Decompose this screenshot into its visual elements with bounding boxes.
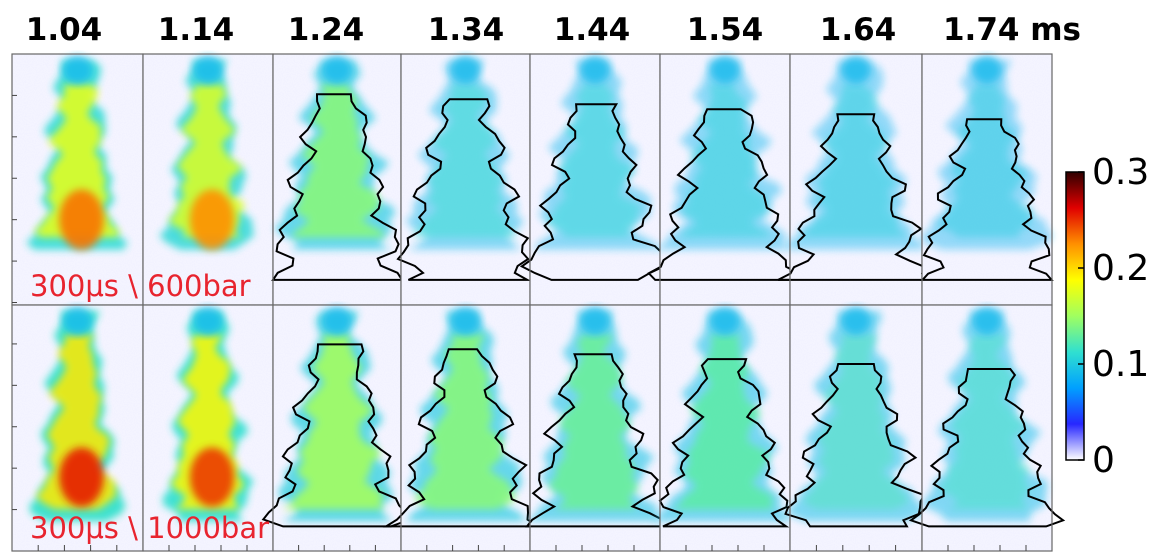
spray-frame xyxy=(271,53,404,306)
colorbar-tick-label: 0.2 xyxy=(1092,248,1149,289)
time-label: 1.74 ms xyxy=(943,12,1081,48)
spray-frame xyxy=(908,304,1066,552)
nozzle-jet xyxy=(450,56,481,84)
spray-frame xyxy=(777,53,930,306)
nozzle-jet xyxy=(580,307,610,335)
spray-frame xyxy=(11,304,144,552)
spray-frame xyxy=(653,304,794,552)
spray-frame xyxy=(519,53,666,306)
colorbar-tick-label: 0 xyxy=(1092,440,1115,481)
spray-frame xyxy=(11,53,144,306)
liquid-boundary-contour xyxy=(396,98,532,281)
nozzle-jet xyxy=(710,307,740,335)
plume-middle xyxy=(939,334,1031,510)
nozzle-jet xyxy=(193,56,223,84)
time-label: 1.24 xyxy=(288,12,365,48)
nozzle-jet xyxy=(62,307,93,335)
colorbar-tick-label: 0.1 xyxy=(1092,344,1149,385)
colorbar: 0.3 0.2 0.1 0 xyxy=(1065,152,1149,481)
nozzle-jet xyxy=(450,307,481,335)
plume-middle xyxy=(803,334,909,510)
colorbar-tick-label: 0.3 xyxy=(1092,152,1149,193)
plume-middle xyxy=(549,334,639,510)
frame-border xyxy=(921,304,1053,552)
spray-frame xyxy=(396,53,532,306)
plume-middle xyxy=(283,334,384,510)
spray-frame xyxy=(142,304,274,552)
plume-middle xyxy=(672,334,773,510)
plume-middle xyxy=(291,84,385,238)
liquid-boundary-contour xyxy=(784,363,926,528)
nozzle-jet xyxy=(972,307,1002,335)
spray-frame xyxy=(382,304,543,552)
plume-middle xyxy=(801,84,909,238)
condition-label-row-1: 300μs \ 600bar xyxy=(30,269,251,303)
time-label: 1.54 xyxy=(687,12,764,48)
spray-frame xyxy=(524,304,667,552)
nozzle-jet xyxy=(580,56,610,84)
plume-middle xyxy=(413,84,517,238)
nozzle-jet xyxy=(62,56,93,84)
nozzle-jet xyxy=(841,307,871,335)
spray-frame xyxy=(647,53,801,306)
colorbar-scale xyxy=(1065,171,1085,461)
time-labels: 1.04 1.14 1.24 1.34 1.44 1.54 1.64 1.74 … xyxy=(26,12,1081,48)
spray-frame xyxy=(142,53,274,306)
nozzle-jet xyxy=(841,56,871,84)
spray-frame xyxy=(920,53,1054,306)
plume-middle xyxy=(936,84,1034,238)
image-grid xyxy=(11,53,1066,552)
time-label: 1.44 xyxy=(554,12,631,48)
plume-core xyxy=(59,447,104,507)
nozzle-jet xyxy=(193,307,223,335)
plume-core xyxy=(189,447,235,507)
time-label: 1.14 xyxy=(158,12,235,48)
nozzle-jet xyxy=(322,307,352,335)
time-label: 1.34 xyxy=(428,12,505,48)
bottom-axis-ticks xyxy=(12,94,1027,551)
nozzle-jet xyxy=(972,56,1002,84)
spray-frame xyxy=(784,304,926,552)
plume-middle xyxy=(415,334,516,510)
colorbar-ticks: 0.3 0.2 0.1 0 xyxy=(1078,152,1149,481)
liquid-boundary-contour xyxy=(908,368,1066,528)
nozzle-jet xyxy=(322,56,352,84)
plume-core xyxy=(59,189,104,250)
spray-frame xyxy=(261,304,412,552)
time-label: 1.64 xyxy=(820,12,897,48)
nozzle-jet xyxy=(710,56,740,84)
liquid-boundary-contour xyxy=(519,103,666,281)
time-label: 1.04 xyxy=(26,12,103,48)
plume-core xyxy=(189,189,235,250)
plume-middle xyxy=(547,84,643,238)
condition-label-row-2: 300μs \ 1000bar xyxy=(30,511,269,545)
liquid-boundary-contour xyxy=(658,358,790,528)
plume-middle xyxy=(34,84,120,238)
